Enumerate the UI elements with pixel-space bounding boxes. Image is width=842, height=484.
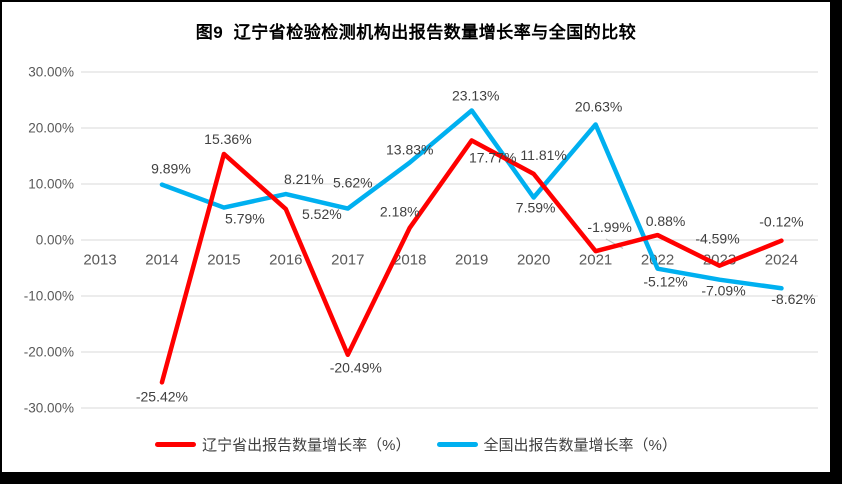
y-axis-tick-label: -10.00% — [24, 289, 74, 304]
chart-canvas — [2, 2, 830, 472]
x-axis-year-label: 2022 — [641, 251, 674, 268]
y-axis-tick-label: -20.00% — [24, 345, 74, 360]
x-axis-year-label: 2013 — [83, 251, 116, 268]
x-axis-year-label: 2018 — [393, 251, 426, 268]
data-label-liaoning: 11.81% — [520, 147, 566, 163]
y-axis-tick-label: 30.00% — [28, 65, 74, 80]
legend-label-liaoning: 辽宁省出报告数量增长率（%） — [202, 437, 411, 454]
data-label-liaoning: -1.99% — [587, 219, 631, 235]
series-line-national — [159, 108, 784, 291]
data-label-national: 13.83% — [386, 141, 433, 157]
legend-item-liaoning: 辽宁省出报告数量增长率（%） — [155, 434, 411, 455]
legend-line-swatch-red — [155, 442, 197, 447]
chart-title: 图9 辽宁省检验检测机构出报告数量增长率与全国的比较 — [195, 23, 637, 42]
legend-item-national: 全国出报告数量增长率（%） — [436, 434, 677, 455]
x-axis-year-label: 2019 — [455, 251, 488, 268]
x-axis-year-label: 2015 — [207, 251, 240, 268]
legend-line-swatch-blue — [436, 442, 478, 447]
data-label-national: 5.79% — [225, 210, 265, 226]
data-label-liaoning: 2.18% — [380, 204, 420, 220]
data-label-liaoning: -20.49% — [330, 360, 382, 376]
data-label-liaoning: -25.42% — [136, 388, 188, 404]
data-label-national: 7.59% — [516, 199, 556, 215]
data-label-national: -5.12% — [643, 274, 687, 290]
data-label-national: 5.62% — [333, 174, 373, 190]
x-axis-year-label: 2020 — [517, 251, 550, 268]
data-label-liaoning: 15.36% — [204, 131, 251, 147]
data-label-national: 9.89% — [151, 161, 191, 177]
legend-label-national: 全国出报告数量增长率（%） — [483, 437, 677, 454]
data-label-national: -8.62% — [771, 291, 815, 307]
data-label-liaoning: 17.77% — [469, 149, 516, 165]
y-axis-tick-label: 20.00% — [28, 121, 74, 136]
data-label-national: 23.13% — [452, 87, 499, 103]
data-label-liaoning: -0.12% — [759, 214, 803, 230]
x-axis-year-label: 2021 — [579, 251, 612, 268]
x-axis-year-label: 2024 — [765, 251, 798, 268]
legend: 辽宁省出报告数量增长率（%） 全国出报告数量增长率（%） — [2, 434, 830, 455]
data-label-liaoning: 5.52% — [302, 206, 342, 222]
y-axis-tick-label: 0.00% — [36, 233, 74, 248]
data-label-liaoning: 0.88% — [646, 213, 686, 229]
data-label-national: 8.21% — [284, 171, 324, 187]
data-label-national: -7.09% — [701, 283, 745, 299]
x-axis-year-label: 2014 — [145, 251, 178, 268]
y-axis-tick-label: 10.00% — [28, 177, 74, 192]
data-label-national: 20.63% — [575, 98, 622, 114]
x-axis-year-label: 2016 — [269, 251, 302, 268]
series-line-liaoning — [159, 138, 784, 385]
data-label-liaoning: -4.59% — [695, 231, 739, 247]
y-axis-tick-label: -30.00% — [24, 401, 74, 416]
x-axis-year-label: 2017 — [331, 251, 364, 268]
